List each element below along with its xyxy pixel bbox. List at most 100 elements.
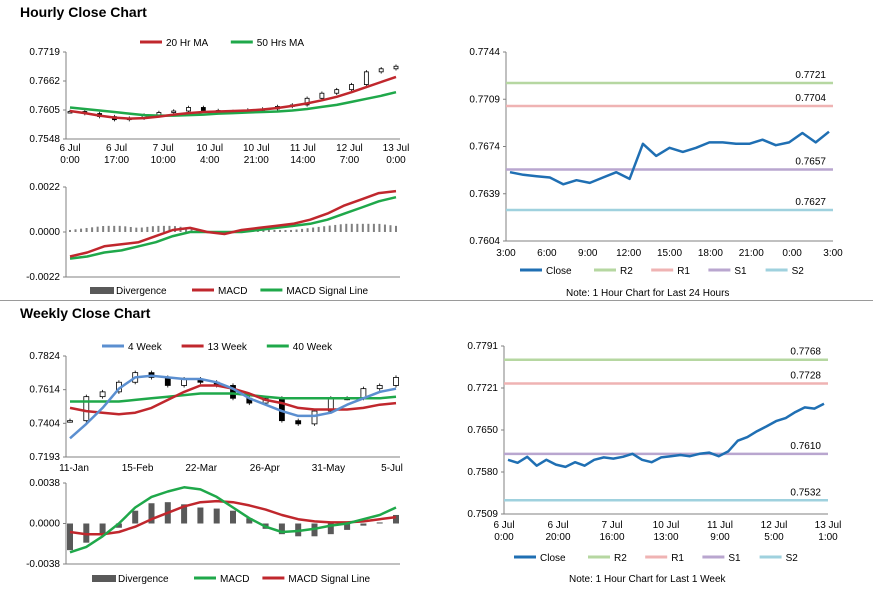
hourly-24h-legend-label: Close — [546, 266, 572, 277]
hourly-24h-x-tick-label: 12:00 — [616, 248, 641, 259]
hourly-divergence-bar — [367, 223, 370, 232]
weekly-1w-x-tick-label: 16:00 — [599, 532, 624, 543]
hourly-24h-x-tick-label: 0:00 — [782, 248, 802, 259]
hourly-price-candle — [319, 92, 325, 99]
hourly-24h-y-tick-label: 0.7639 — [469, 189, 500, 200]
hourly-divergence-bar — [372, 223, 375, 232]
hourly-divergence-bar — [295, 229, 298, 232]
hourly-50hr-ma-line — [69, 90, 397, 117]
hourly-price-y-tick-label: 0.7662 — [29, 76, 60, 87]
weekly-1w-x-tick-label: 6 Jul — [547, 520, 568, 531]
weekly-macd-y-tick-label: -0.0038 — [26, 559, 60, 570]
hourly-macd-legend-label: MACD — [218, 286, 247, 297]
weekly-price-candle — [393, 377, 399, 386]
hourly-divergence-bar — [267, 229, 270, 232]
weekly-macd-legend-label: MACD Signal Line — [288, 574, 370, 585]
hourly-price-x-tick-label: 10 Jul — [196, 143, 223, 154]
weekly-1w-y-tick-label: 0.7791 — [467, 341, 498, 352]
hourly-price-x-tick-label: 12 Jul — [336, 143, 363, 154]
hourly-divergence-bar — [157, 225, 160, 232]
hourly-24h-x-tick-label: 3:00 — [823, 248, 843, 259]
hourly-24h-x-tick-label: 15:00 — [657, 248, 682, 259]
weekly-1w-y-tick-label: 0.7650 — [467, 425, 498, 436]
hourly-divergence-bar — [80, 228, 83, 232]
hourly-price-x-tick-label: 7:00 — [340, 155, 360, 166]
hourly-price-x-tick-label: 13 Jul — [383, 143, 410, 154]
weekly-divergence-bar — [230, 510, 236, 524]
hourly-price-y-tick-label: 0.7548 — [29, 134, 60, 145]
weekly-1w-legend-label: R1 — [671, 553, 684, 564]
section-divider — [0, 300, 873, 301]
weekly-price-legend-label: 13 Week — [208, 342, 248, 353]
hourly-divergence-bar — [383, 224, 386, 232]
hourly-divergence-bar — [378, 223, 381, 232]
hourly-price-candle — [334, 89, 340, 94]
hourly-24h-x-tick-label: 9:00 — [578, 248, 598, 259]
weekly-1w-x-tick-label: 1:00 — [818, 532, 838, 543]
hourly-divergence-bar — [135, 227, 138, 232]
hourly-24h-y-tick-label: 0.7674 — [469, 142, 500, 153]
weekly-divergence-bar — [132, 510, 139, 524]
hourly-divergence-bar — [146, 226, 149, 232]
weekly-1w-r2-label: 0.7768 — [790, 347, 821, 358]
weekly-price-y-tick-label: 0.7404 — [29, 418, 60, 429]
hourly-divergence-bar — [301, 228, 304, 232]
weekly-1w-x-tick-label: 0:00 — [494, 532, 514, 543]
hourly-price-candle — [200, 107, 206, 111]
hourly-24h-s2-label: 0.7627 — [795, 197, 826, 208]
hourly-divergence-bar — [273, 229, 276, 232]
weekly-divergence-bar — [360, 523, 367, 526]
hourly-24h-y-tick-label: 0.7744 — [469, 47, 500, 58]
hourly-divergence-bar — [323, 226, 326, 232]
weekly-1w-x-tick-label: 10 Jul — [653, 520, 680, 531]
hourly-24h-legend-label: R2 — [620, 266, 633, 277]
hourly-divergence-bar — [284, 229, 287, 232]
weekly-macd-signal-line — [69, 499, 397, 536]
weekly-divergence-bar — [246, 518, 253, 524]
hourly-divergence-bar — [290, 229, 293, 232]
hourly-price-candle — [393, 65, 399, 70]
hourly-section-title: Hourly Close Chart — [20, 4, 147, 20]
hourly-macd-line — [69, 189, 397, 258]
weekly-divergence-bar — [148, 503, 155, 524]
hourly-divergence-bar — [140, 227, 143, 232]
hourly-price-candle — [378, 68, 384, 73]
weekly-divergence-bar — [376, 522, 383, 524]
weekly-1w-legend-label: S1 — [728, 553, 741, 564]
hourly-24h-legend-label: S2 — [792, 266, 805, 277]
weekly-40wk-line — [70, 392, 397, 403]
hourly-divergence-bar — [312, 227, 315, 232]
weekly-price-candle — [311, 410, 318, 425]
hourly-divergence-bar — [113, 225, 116, 232]
weekly-1w-legend-label: Close — [540, 553, 566, 564]
weekly-price-x-tick-label: 26-Apr — [250, 463, 281, 474]
weekly-price-y-tick-label: 0.7614 — [29, 385, 60, 396]
hourly-24h-y-tick-label: 0.7709 — [469, 94, 500, 105]
hourly-note: Note: 1 Hour Chart for Last 24 Hours — [566, 288, 730, 299]
hourly-divergence-bar — [334, 224, 337, 232]
hourly-divergence-bar — [91, 227, 94, 232]
hourly-24h-legend-label: R1 — [677, 266, 690, 277]
hourly-divergence-bar — [124, 226, 127, 232]
weekly-1w-legend-label: S2 — [786, 553, 799, 564]
weekly-price-y-tick-label: 0.7824 — [29, 351, 60, 362]
hourly-price-candle — [349, 84, 354, 91]
weekly-1w-s1-label: 0.7610 — [790, 441, 821, 452]
hourly-price-x-tick-label: 0:00 — [60, 155, 80, 166]
hourly-divergence-bar — [190, 228, 193, 232]
weekly-macd-line — [69, 486, 397, 554]
weekly-macd-y-tick-label: 0.0000 — [29, 519, 60, 530]
weekly-1w-x-tick-label: 5:00 — [764, 532, 784, 543]
weekly-1w-r1-label: 0.7728 — [790, 371, 821, 382]
hourly-price-x-tick-label: 0:00 — [386, 155, 406, 166]
hourly-divergence-bar — [361, 223, 364, 232]
hourly-price-x-tick-label: 17:00 — [104, 155, 129, 166]
weekly-1w-close-line — [507, 402, 825, 469]
hourly-price-x-tick-label: 6 Jul — [59, 143, 80, 154]
hourly-divergence-bar — [278, 229, 281, 232]
hourly-divergence-bar — [356, 223, 359, 232]
hourly-price-candle — [304, 97, 310, 106]
hourly-price-x-tick-label: 7 Jul — [153, 143, 174, 154]
hourly-20hr-ma-line — [69, 75, 397, 120]
